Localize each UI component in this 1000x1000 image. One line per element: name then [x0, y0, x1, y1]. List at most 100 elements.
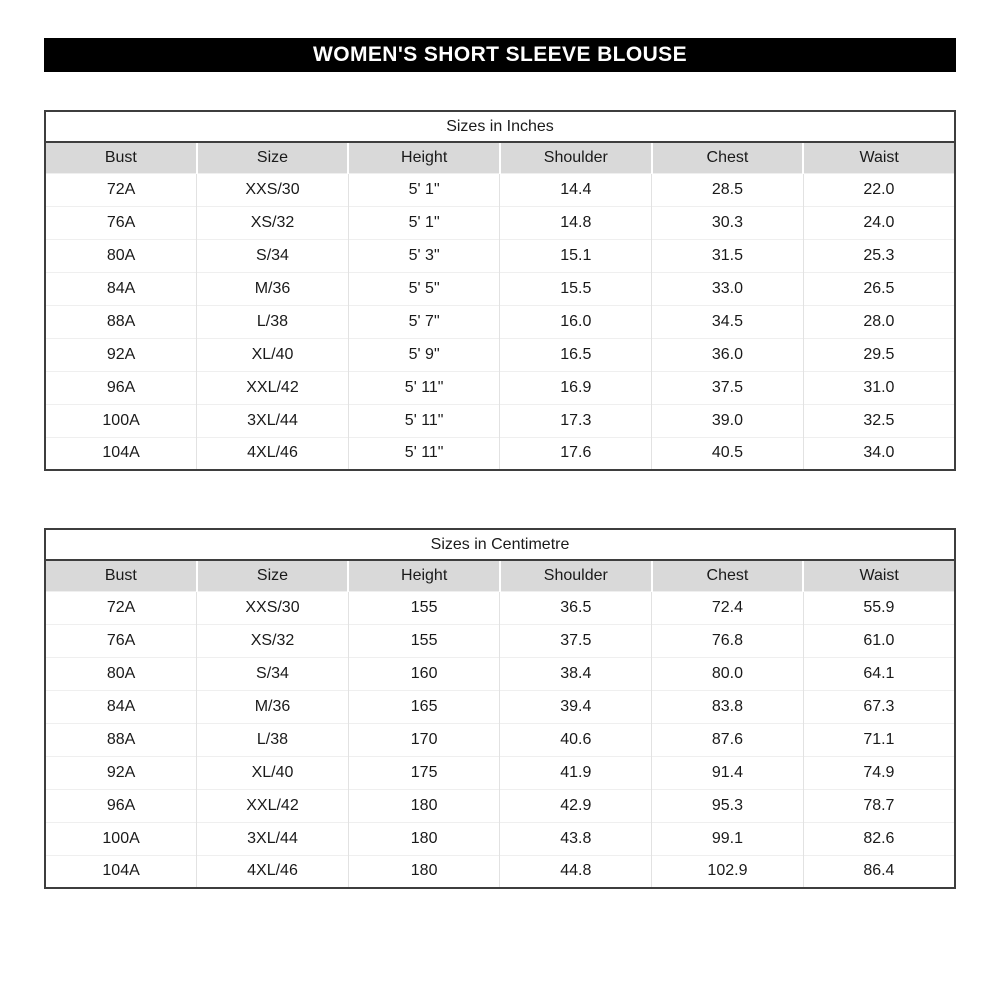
table-cell: 3XL/44	[196, 403, 349, 437]
table-cell: XL/40	[196, 337, 349, 371]
table-cell: 17.3	[499, 403, 652, 437]
table-row: 80A S/34 160 38.4 80.0 64.1	[45, 656, 955, 690]
table-cell: M/36	[196, 271, 349, 305]
table-cell: 76.8	[651, 623, 804, 657]
table-cell: 39.0	[651, 403, 804, 437]
table-cell: 72A	[45, 590, 197, 624]
table-row: 76A XS/32 5' 1" 14.8 30.3 24.0	[45, 205, 955, 239]
table-cell: 55.9	[802, 590, 955, 624]
table-cell: 15.1	[499, 238, 652, 272]
table-cell: S/34	[196, 656, 349, 690]
table-cell: 34.0	[802, 436, 955, 470]
table-cell: 14.4	[499, 172, 652, 206]
table-row: 92A XL/40 5' 9" 16.5 36.0 29.5	[45, 337, 955, 371]
table-cell: 100A	[45, 403, 197, 437]
table-cell: 92A	[45, 755, 197, 789]
table-cell: 92A	[45, 337, 197, 371]
table-cell: 67.3	[802, 689, 955, 723]
table-cell: 32.5	[802, 403, 955, 437]
table-cell: 155	[347, 590, 500, 624]
table-title: Sizes in Centimetre	[45, 529, 955, 561]
table-cell: 30.3	[651, 205, 804, 239]
table-cell: 88A	[45, 722, 197, 756]
table-cell: 64.1	[802, 656, 955, 690]
table-cell: 84A	[45, 271, 197, 305]
table-row: 84A M/36 165 39.4 83.8 67.3	[45, 689, 955, 723]
column-header-size: Size	[195, 142, 349, 173]
table-cell: 14.8	[499, 205, 652, 239]
table-cell: 28.5	[651, 172, 804, 206]
table-cell: 180	[347, 821, 500, 855]
table-cell: 96A	[45, 370, 197, 404]
table-cell: 37.5	[499, 623, 652, 657]
table-row: 104A 4XL/46 180 44.8 102.9 86.4	[45, 854, 955, 888]
table-cell: 86.4	[802, 854, 955, 888]
table-cell: 28.0	[802, 304, 955, 338]
table-title: Sizes in Inches	[45, 111, 955, 143]
table-cell: 155	[347, 623, 500, 657]
table-cell: 3XL/44	[196, 821, 349, 855]
table-cell: 40.5	[651, 436, 804, 470]
sizes-in-centimetre-table: Sizes in Centimetre Bust Size Height Shoulde…	[44, 528, 956, 889]
table-cell: 104A	[45, 854, 197, 888]
table-cell: 16.0	[499, 304, 652, 338]
table-cell: 180	[347, 854, 500, 888]
table-cell: 102.9	[651, 854, 804, 888]
table-row: 72A XXS/30 155 36.5 72.4 55.9	[45, 590, 955, 624]
table-row: 88A L/38 170 40.6 87.6 71.1	[45, 722, 955, 756]
table-cell: 31.0	[802, 370, 955, 404]
table-cell: 5' 1"	[347, 172, 500, 206]
table-cell: 25.3	[802, 238, 955, 272]
table-cell: 99.1	[651, 821, 804, 855]
table-cell: 24.0	[802, 205, 955, 239]
column-header-height: Height	[347, 142, 500, 173]
table-row: 100A 3XL/44 180 43.8 99.1 82.6	[45, 821, 955, 855]
table-cell: 160	[347, 656, 500, 690]
table-cell: 74.9	[802, 755, 955, 789]
table-cell: 37.5	[651, 370, 804, 404]
table-cell: 84A	[45, 689, 197, 723]
table-cell: 5' 1"	[347, 205, 500, 239]
table-cell: 104A	[45, 436, 197, 470]
table-cell: 5' 5"	[347, 271, 500, 305]
table-row: 84A M/36 5' 5" 15.5 33.0 26.5	[45, 271, 955, 305]
table-row: 76A XS/32 155 37.5 76.8 61.0	[45, 623, 955, 657]
table-cell: 5' 3"	[347, 238, 500, 272]
table-cell: 80.0	[651, 656, 804, 690]
column-header-shoulder: Shoulder	[498, 142, 652, 173]
table-cell: XXS/30	[196, 590, 349, 624]
table-cell: L/38	[196, 304, 349, 338]
column-header-waist: Waist	[802, 560, 955, 591]
table-cell: 26.5	[802, 271, 955, 305]
page-title: WOMEN'S SHORT SLEEVE BLOUSE	[313, 43, 687, 66]
column-header-chest: Chest	[650, 560, 804, 591]
table-cell: 16.9	[499, 370, 652, 404]
table-cell: 78.7	[802, 788, 955, 822]
table-cell: 5' 11"	[347, 370, 500, 404]
table-cell: 4XL/46	[196, 854, 349, 888]
table-cell: 17.6	[499, 436, 652, 470]
table-cell: 15.5	[499, 271, 652, 305]
table-cell: XS/32	[196, 623, 349, 657]
table-row: 96A XXL/42 180 42.9 95.3 78.7	[45, 788, 955, 822]
sizes-in-inches-table: Sizes in Inches Bust Size Height Shoulder Che…	[44, 110, 956, 471]
table-cell: 80A	[45, 238, 197, 272]
table-cell: 33.0	[651, 271, 804, 305]
table-cell: XL/40	[196, 755, 349, 789]
table-cell: 91.4	[651, 755, 804, 789]
table-cell: 95.3	[651, 788, 804, 822]
table-cell: 42.9	[499, 788, 652, 822]
column-header-chest: Chest	[650, 142, 804, 173]
title-banner: WOMEN'S SHORT SLEEVE BLOUSE	[44, 38, 956, 72]
table-cell: 72.4	[651, 590, 804, 624]
table-cell: 100A	[45, 821, 197, 855]
table-cell: 170	[347, 722, 500, 756]
table-cell: 96A	[45, 788, 197, 822]
table-cell: 22.0	[802, 172, 955, 206]
column-header-waist: Waist	[802, 142, 955, 173]
table-row: 104A 4XL/46 5' 11" 17.6 40.5 34.0	[45, 436, 955, 470]
table-cell: XXL/42	[196, 788, 349, 822]
table-cell: 83.8	[651, 689, 804, 723]
table-cell: 76A	[45, 623, 197, 657]
